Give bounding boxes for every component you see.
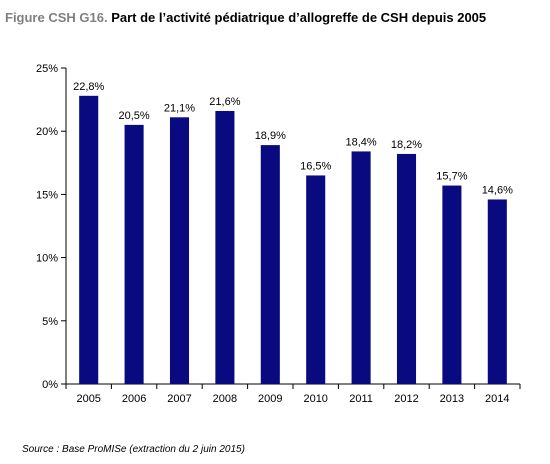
y-axis-group: 0% 5% 10% 15% 20% 25% [36, 63, 67, 391]
data-label: 16,5% [300, 160, 331, 172]
bar [169, 117, 190, 385]
x-tick-label: 2005 [76, 393, 100, 405]
data-label: 18,4% [345, 136, 376, 148]
y-tick-label: 0% [42, 379, 58, 391]
data-label: 21,1% [164, 102, 195, 114]
bar [487, 199, 507, 384]
bar [260, 145, 280, 384]
data-label: 14,6% [482, 184, 513, 196]
x-tick-label: 2014 [485, 393, 509, 405]
x-tick-label: 2007 [167, 393, 191, 405]
x-tick-label: 2006 [122, 393, 146, 405]
bar [306, 175, 326, 384]
x-axis-group: 2005 2006 2007 2008 2009 2010 2011 2012 2013 2014 [65, 383, 521, 405]
y-tick-label: 25% [36, 63, 58, 75]
x-tick-label: 2010 [303, 393, 327, 405]
data-label: 21,6% [209, 96, 240, 108]
bar [215, 110, 235, 384]
data-label: 22,8% [73, 81, 104, 93]
figure-title: Part de l’activité pédiatrique d’allogre… [111, 10, 487, 25]
bar [79, 95, 99, 385]
x-tick-label: 2012 [394, 393, 418, 405]
data-label: 20,5% [118, 110, 149, 122]
y-tick-label: 10% [36, 253, 58, 265]
bar [396, 153, 417, 384]
bar [124, 124, 144, 384]
x-tick-label: 2008 [213, 393, 237, 405]
y-tick-label: 20% [36, 126, 58, 138]
chart-title: Figure CSH G16. Part de l’activité pédia… [5, 10, 486, 25]
source-note: Source : Base ProMISe (extraction du 2 j… [22, 444, 245, 455]
data-labels-group: 22,8% 20,5% 21,1% 21,6% 18,9% 16,5% 18,4% 18,2%… [73, 81, 513, 197]
y-tick-label: 15% [36, 189, 58, 201]
bar [442, 185, 462, 384]
x-tick-label: 2013 [440, 393, 464, 405]
x-tick-label: 2011 [349, 393, 373, 405]
data-label: 15,7% [436, 171, 467, 183]
data-label: 18,2% [391, 139, 422, 151]
y-tick-label: 5% [42, 316, 58, 328]
data-label: 18,9% [255, 130, 286, 142]
bar [351, 151, 371, 384]
bars-group [79, 95, 507, 385]
figure-label: Figure CSH G16. [5, 10, 108, 25]
x-tick-label: 2009 [258, 393, 282, 405]
